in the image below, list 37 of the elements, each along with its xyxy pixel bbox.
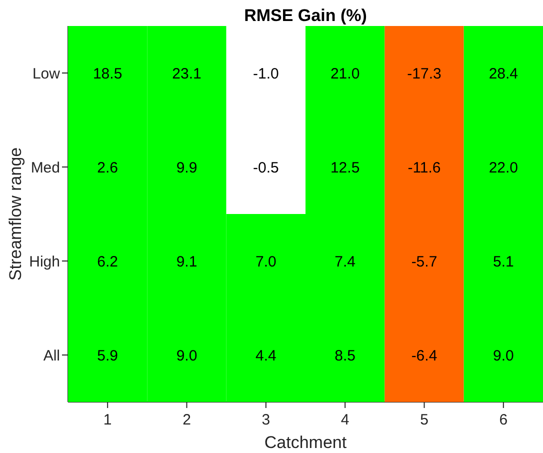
data-label: 18.5 [92, 65, 122, 82]
data-label: -5.7 [411, 253, 438, 270]
x-axis-title: Catchment [264, 433, 347, 452]
data-label: 5.9 [97, 347, 118, 364]
data-label: 28.4 [488, 65, 518, 82]
y-tick-label: Med [30, 159, 60, 176]
data-label: 8.5 [334, 347, 356, 364]
y-tick-label: High [29, 253, 60, 270]
data-label: 9.9 [176, 159, 198, 176]
data-label: -17.3 [407, 65, 442, 82]
data-label: -1.0 [252, 65, 279, 82]
data-label: 12.5 [330, 159, 360, 176]
data-label: 9.0 [176, 347, 198, 364]
data-label: 23.1 [172, 65, 202, 82]
x-tick-label: 3 [262, 412, 270, 429]
data-label: -0.5 [252, 159, 279, 176]
x-tick-label: 1 [103, 412, 112, 429]
data-label: 5.1 [492, 253, 514, 270]
x-tick-label: 2 [182, 412, 191, 429]
data-label: 22.0 [488, 159, 518, 176]
data-label: 7.0 [255, 253, 276, 270]
data-label: -11.6 [408, 159, 441, 176]
y-axis-title: Streamflow range [6, 147, 25, 281]
data-label: 6.2 [97, 253, 118, 270]
data-label: -6.4 [411, 347, 438, 364]
chart-title: RMSE Gain (%) [244, 6, 367, 25]
data-label: 21.0 [330, 65, 360, 82]
data-label: 7.4 [334, 253, 356, 270]
data-label: 4.4 [255, 347, 276, 364]
data-label: 9.1 [176, 253, 198, 270]
x-tick-label: 6 [499, 412, 508, 429]
y-tick-label: Low [32, 65, 60, 82]
data-label: 9.0 [492, 347, 514, 364]
data-label: 2.6 [97, 159, 118, 176]
x-tick-label: 5 [420, 412, 428, 429]
x-tick-label: 4 [340, 412, 350, 429]
y-tick-label: All [43, 347, 60, 364]
